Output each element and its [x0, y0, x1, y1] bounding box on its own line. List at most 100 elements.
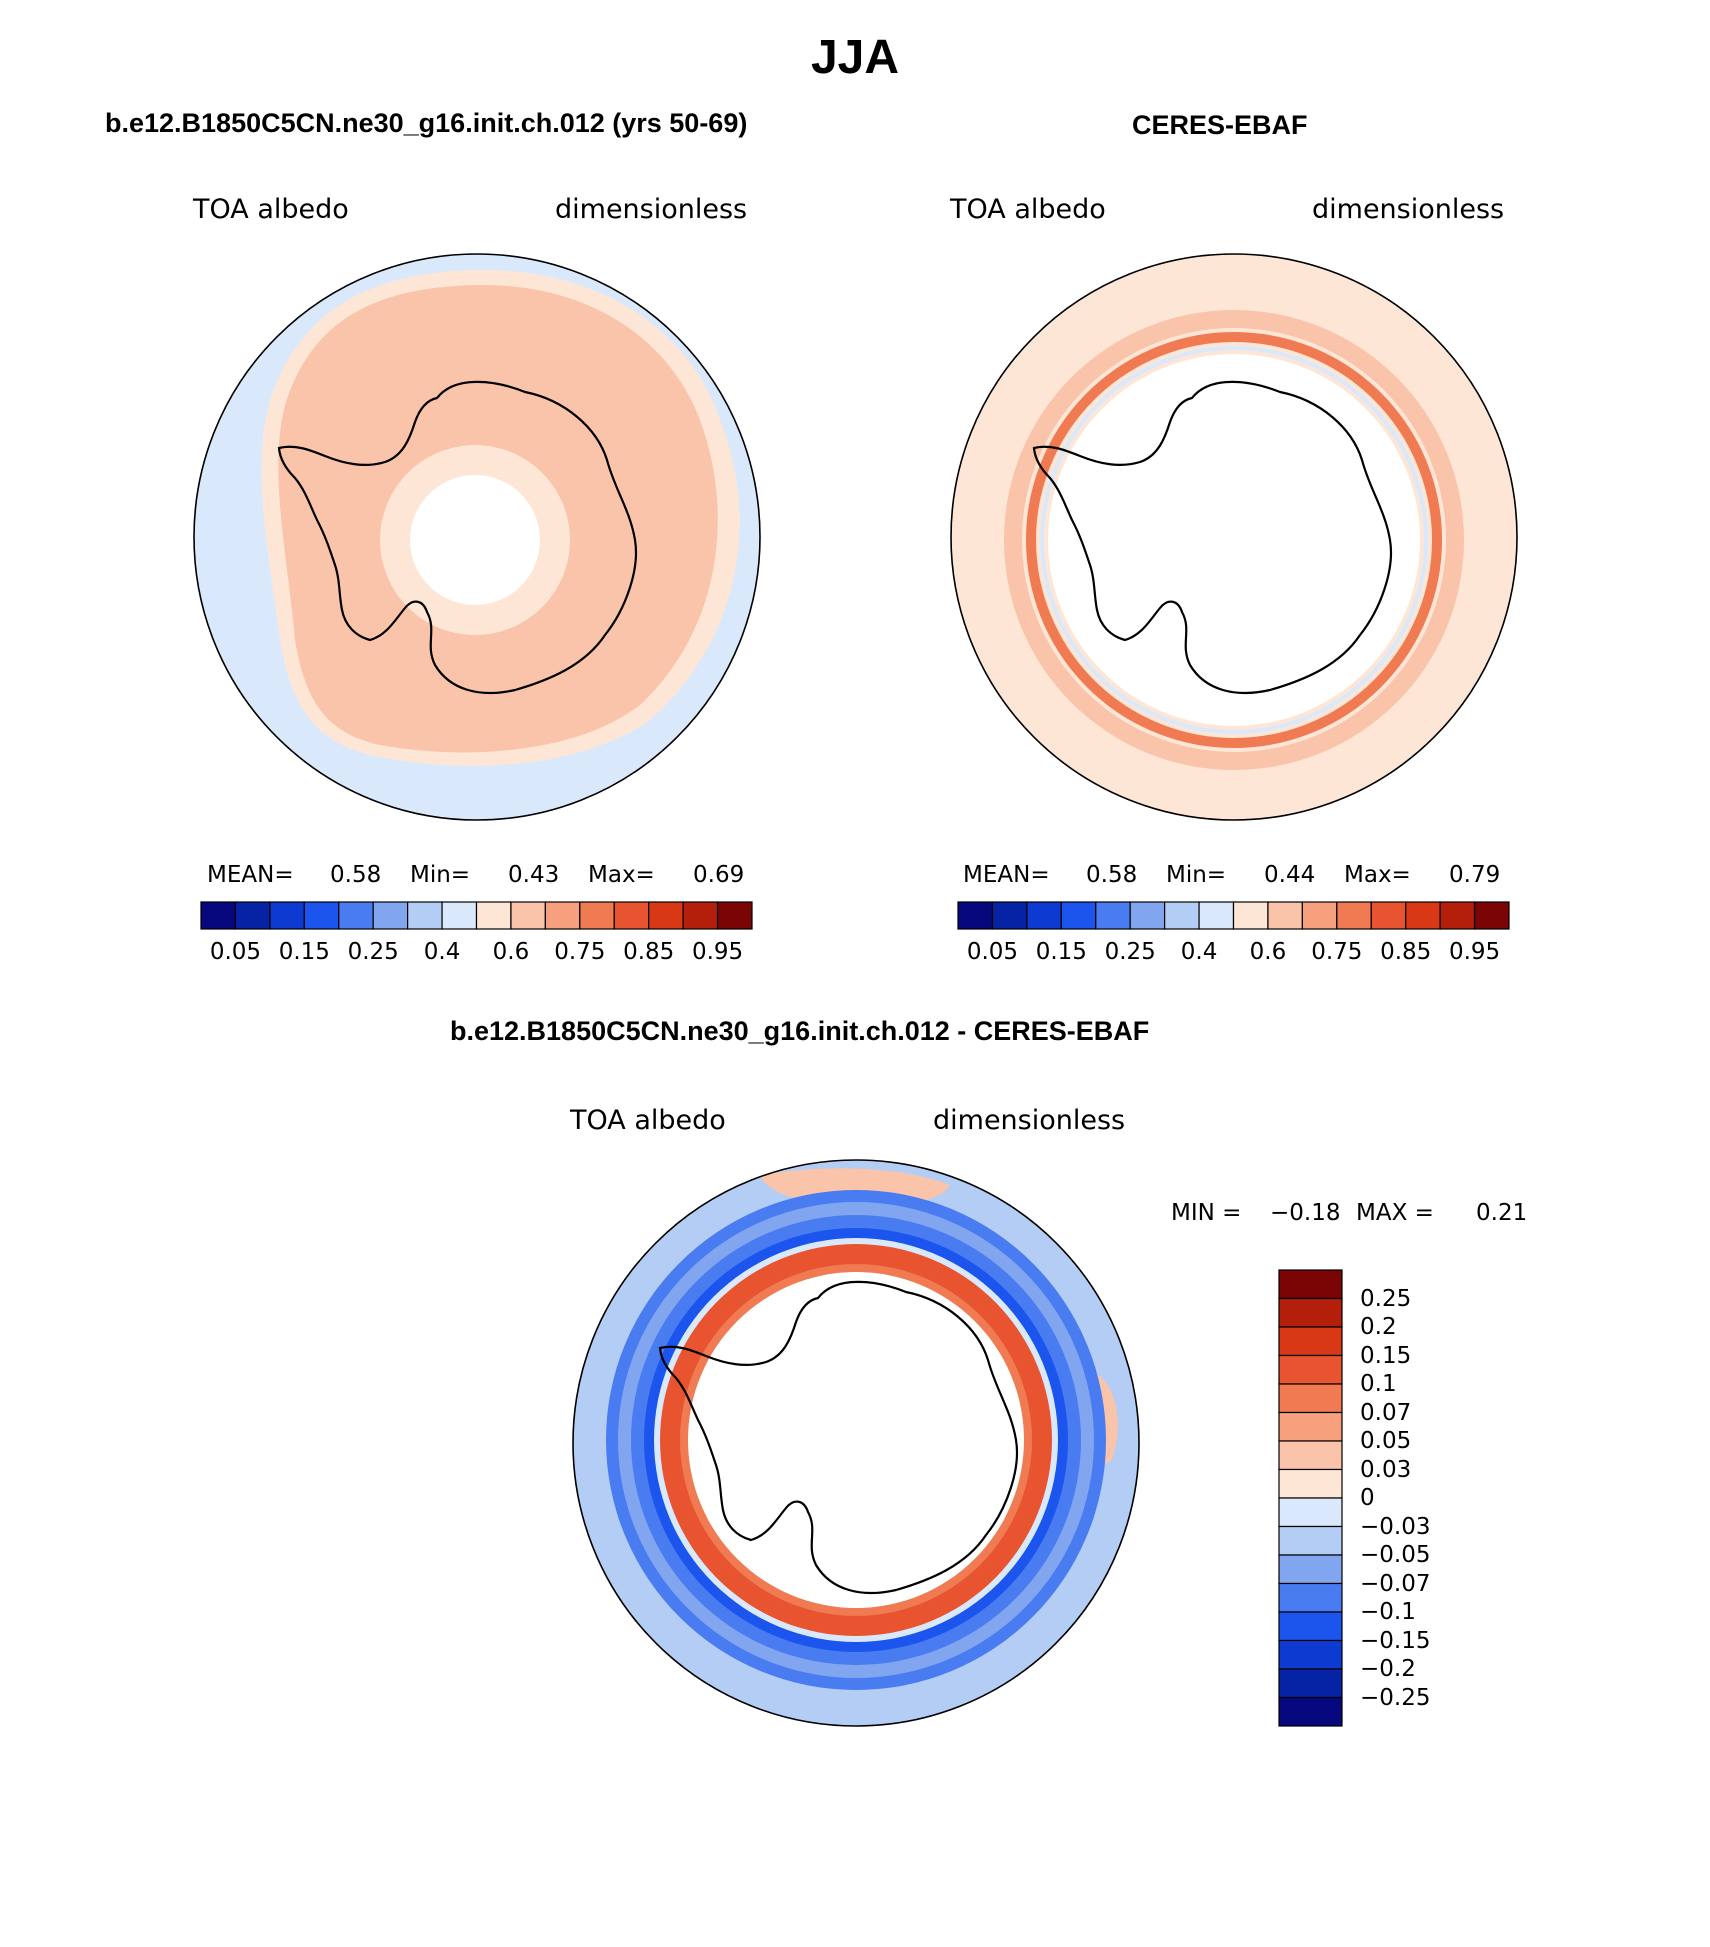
- obs-colorbar-box-14: [1439, 901, 1476, 930]
- model-missing-pole: [410, 475, 540, 605]
- model-colorbar-tick-label: 0.6: [492, 939, 530, 965]
- model-colorbar-box-5: [372, 901, 409, 930]
- obs-colorbar-box-11: [1336, 901, 1372, 930]
- model-max-value: 0.69: [693, 862, 745, 888]
- obs-variable-label: TOA albedo: [950, 194, 1106, 225]
- diff-colorbar-box-12: [1278, 1611, 1343, 1642]
- model-mean-value: 0.58: [330, 862, 382, 888]
- model-colorbar-box-4: [338, 901, 374, 930]
- diff-colorbar-tick-label: −0.25: [1360, 1684, 1431, 1711]
- model-min-label: Min=: [410, 862, 471, 888]
- obs-min-value: 0.44: [1264, 862, 1316, 888]
- model-max-label: Max=: [588, 862, 655, 888]
- diff-colorbar-box-1: [1278, 1297, 1343, 1328]
- obs-map-border: [950, 253, 1518, 821]
- obs-colorbar-tick-label: 0.75: [1311, 939, 1363, 965]
- model-colorbar-box-2: [269, 901, 305, 930]
- diff-colorbar-tick-label: 0.07: [1360, 1399, 1412, 1426]
- diff-min-label: MIN =: [1171, 1200, 1242, 1226]
- obs-panel-title: CERES-EBAF: [1132, 110, 1308, 140]
- model-colorbar-box-13: [648, 901, 684, 930]
- diff-colorbar-tick-label: 0.05: [1360, 1428, 1412, 1454]
- diff-colorbar-tick-label: 0.03: [1360, 1456, 1412, 1483]
- model-colorbar-tick-label: 0.25: [347, 939, 399, 965]
- obs-colorbar-tick-label: 0.85: [1380, 939, 1432, 965]
- diff-colorbar-tick-label: −0.07: [1360, 1570, 1431, 1597]
- model-colorbar-box-9: [510, 901, 546, 930]
- model-colorbar-tick-label: 0.75: [554, 939, 606, 965]
- diff-colorbar-box-13: [1278, 1639, 1343, 1670]
- obs-colorbar: [957, 901, 1510, 930]
- diff-missing-continent: [688, 1272, 1024, 1608]
- diff-variable-label: TOA albedo: [570, 1105, 726, 1136]
- obs-colorbar-tick-label: 0.05: [966, 939, 1019, 965]
- diff-colorbar-tick-label: −0.15: [1360, 1627, 1431, 1654]
- obs-colorbar-box-9: [1267, 901, 1303, 930]
- obs-colorbar-box-5: [1129, 901, 1166, 930]
- model-colorbar-box-11: [579, 901, 615, 930]
- diff-colorbar-tick-label: 0.15: [1360, 1342, 1412, 1369]
- model-map-border: [193, 253, 761, 821]
- diff-colorbar-box-0: [1278, 1269, 1343, 1300]
- diff-colorbar-box-10: [1278, 1554, 1343, 1585]
- model-panel-title: b.e12.B1850C5CN.ne30_g16.init.ch.012 (yr…: [105, 108, 748, 138]
- model-colorbar-box-12: [613, 901, 650, 930]
- obs-mean-label: MEAN=: [963, 862, 1050, 888]
- diff-colorbar-tick-label: −0.03: [1360, 1513, 1431, 1540]
- model-colorbar-box-14: [682, 901, 719, 930]
- obs-mean-value: 0.58: [1086, 862, 1138, 888]
- obs-min-label: Min=: [1166, 862, 1227, 888]
- diff-min-value: −0.18: [1270, 1200, 1341, 1226]
- obs-colorbar-box-7: [1198, 901, 1235, 930]
- model-colorbar-box-0: [200, 901, 237, 930]
- diff-colorbar-tick-label: 0: [1360, 1485, 1375, 1511]
- diff-colorbar-box-5: [1278, 1411, 1343, 1442]
- obs-colorbar-box-2: [1026, 901, 1062, 930]
- diff-colorbar-box-7: [1278, 1468, 1343, 1499]
- obs-colorbar-box-1: [991, 901, 1028, 930]
- model-colorbar-box-7: [441, 901, 478, 930]
- diff-max-value: 0.21: [1476, 1200, 1528, 1226]
- diff-colorbar-box-3: [1278, 1354, 1343, 1385]
- obs-colorbar-box-15: [1473, 901, 1510, 930]
- diff-colorbar-box-14: [1278, 1668, 1343, 1699]
- obs-colorbar-box-12: [1370, 901, 1407, 930]
- model-variable-label: TOA albedo: [193, 194, 349, 225]
- model-colorbar-tick-label: 0.95: [691, 939, 744, 965]
- figure-title: JJA: [810, 31, 900, 84]
- model-min-value: 0.43: [508, 862, 560, 888]
- model-colorbar: [200, 901, 753, 930]
- obs-max-label: Max=: [1344, 862, 1411, 888]
- obs-colorbar-box-13: [1405, 901, 1441, 930]
- diff-colorbar-box-11: [1278, 1582, 1343, 1613]
- obs-colorbar-box-10: [1301, 901, 1338, 930]
- model-colorbar-box-10: [544, 901, 581, 930]
- obs-units-label: dimensionless: [1312, 194, 1505, 225]
- obs-colorbar-box-4: [1095, 901, 1131, 930]
- diff-colorbar-box-8: [1278, 1497, 1343, 1528]
- diff-colorbar-box-4: [1278, 1383, 1343, 1414]
- obs-colorbar-tick-label: 0.4: [1180, 939, 1218, 965]
- model-colorbar-box-3: [303, 901, 340, 930]
- model-colorbar-box-8: [475, 901, 512, 930]
- diff-max-label: MAX =: [1356, 1200, 1434, 1226]
- diff-colorbar-tick-label: 0.2: [1360, 1314, 1397, 1340]
- diff-colorbar-box-6: [1278, 1440, 1343, 1471]
- diff-map: [572, 1159, 1140, 1727]
- obs-sea-ice-edge-ring: [1026, 332, 1442, 748]
- obs-colorbar-tick-label: 0.6: [1249, 939, 1287, 965]
- diff-colorbar-box-15: [1278, 1696, 1343, 1727]
- obs-colorbar-tick-label: 0.15: [1035, 939, 1087, 965]
- obs-colorbar-box-8: [1232, 901, 1269, 930]
- obs-colorbar-tick-label: 0.95: [1448, 939, 1501, 965]
- diff-colorbar-tick-label: 0.25: [1360, 1285, 1412, 1312]
- diff-map-border: [572, 1159, 1140, 1727]
- diff-colorbar-box-9: [1278, 1525, 1343, 1556]
- obs-missing-continent: [1048, 354, 1420, 726]
- diff-colorbar: [1278, 1269, 1343, 1727]
- diff-colorbar-tick-label: −0.1: [1360, 1599, 1416, 1625]
- diff-colorbar-tick-label: −0.2: [1360, 1656, 1416, 1682]
- diff-panel-title: b.e12.B1850C5CN.ne30_g16.init.ch.012 - C…: [450, 1016, 1150, 1046]
- model-colorbar-tick-label: 0.05: [209, 939, 262, 965]
- obs-map: [950, 253, 1518, 821]
